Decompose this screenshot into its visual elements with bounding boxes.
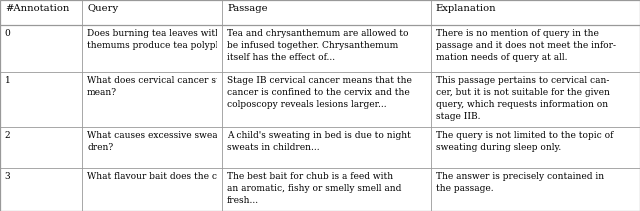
Text: 1: 1 (5, 76, 11, 85)
Text: There is no mention of query in the
passage and it does not meet the infor-
mati: There is no mention of query in the pass… (436, 29, 616, 62)
Text: What causes excessive sweating in chil-
dren?: What causes excessive sweating in chil- … (87, 131, 270, 151)
Text: This passage pertains to cervical can-
cer, but it is not suitable for the given: This passage pertains to cervical can- c… (436, 76, 610, 121)
Text: Tea and chrysanthemum are allowed to
be infused together. Chrysanthemum
itself h: Tea and chrysanthemum are allowed to be … (227, 29, 408, 62)
Text: What flavour bait does the chub like?: What flavour bait does the chub like? (87, 172, 259, 181)
Text: 3: 3 (5, 172, 10, 181)
Text: Stage IB cervical cancer means that the
cancer is confined to the cervix and the: Stage IB cervical cancer means that the … (227, 76, 412, 109)
Text: Does burning tea leaves with chrysan-
themums produce tea polyphenols?: Does burning tea leaves with chrysan- th… (87, 29, 263, 50)
Text: Query: Query (87, 4, 118, 13)
Text: #Annotation: #Annotation (5, 4, 69, 13)
Text: The answer is precisely contained in
the passage.: The answer is precisely contained in the… (436, 172, 604, 193)
Text: 0: 0 (5, 29, 11, 38)
Text: 2: 2 (5, 131, 10, 140)
Text: Passage: Passage (227, 4, 268, 13)
Text: A child's sweating in bed is due to night
sweats in children...: A child's sweating in bed is due to nigh… (227, 131, 411, 151)
Text: What does cervical cancer stage IIB
mean?: What does cervical cancer stage IIB mean… (87, 76, 253, 97)
Text: The best bait for chub is a feed with
an aromatic, fishy or smelly smell and
fre: The best bait for chub is a feed with an… (227, 172, 401, 204)
Text: Explanation: Explanation (436, 4, 497, 13)
Text: The query is not limited to the topic of
sweating during sleep only.: The query is not limited to the topic of… (436, 131, 613, 151)
